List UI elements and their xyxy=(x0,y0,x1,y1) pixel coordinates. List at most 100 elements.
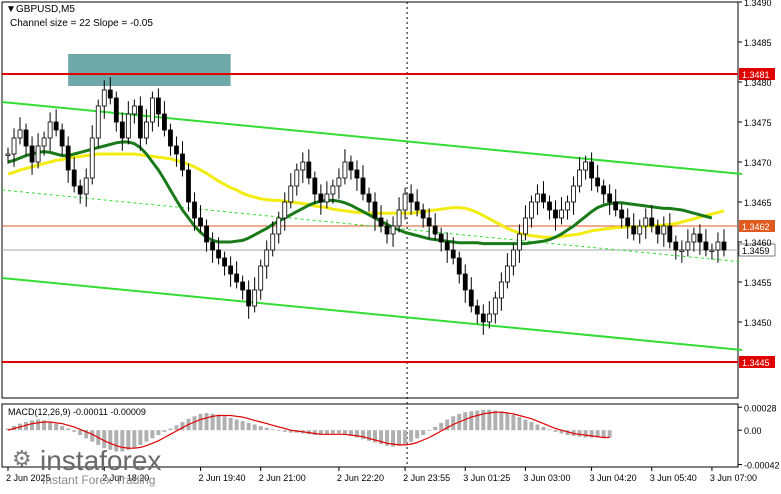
candle xyxy=(390,225,396,235)
macd-hist-bar xyxy=(288,430,293,433)
candle xyxy=(174,145,179,155)
candle xyxy=(294,169,300,187)
candle xyxy=(565,201,570,211)
candle xyxy=(324,193,330,203)
macd-hist-bar xyxy=(234,419,239,431)
macd-hist-bar xyxy=(511,414,516,431)
macd-hist-bar xyxy=(397,430,402,446)
candle xyxy=(661,225,667,235)
candle xyxy=(240,281,246,291)
candle xyxy=(402,193,408,211)
macd-hist-bar xyxy=(505,413,510,431)
macd-tick-label: 0.00 xyxy=(744,426,762,436)
macd-hist-bar xyxy=(373,430,378,443)
macd-hist-bar xyxy=(481,409,486,431)
macd-hist-bar xyxy=(240,421,245,431)
candle xyxy=(149,97,155,123)
candle xyxy=(366,193,372,203)
candle xyxy=(318,193,324,203)
candle xyxy=(601,185,607,195)
candle xyxy=(29,145,35,163)
candle xyxy=(216,249,221,259)
candle xyxy=(77,185,83,195)
candle xyxy=(137,105,143,139)
candle xyxy=(553,209,558,219)
candle xyxy=(300,161,306,171)
macd-frame xyxy=(1,403,739,468)
macd-tick-label: 0.00028 xyxy=(744,403,777,413)
macd-hist-bar xyxy=(60,426,65,431)
candle xyxy=(23,129,29,147)
candle xyxy=(234,273,240,283)
candle xyxy=(348,161,354,171)
candle xyxy=(264,249,270,267)
macd-hist-bar xyxy=(108,430,113,450)
dropdown-icon[interactable]: ▼ xyxy=(6,4,16,15)
macd-hist-bar xyxy=(487,409,492,431)
y-axis: 1.3490 1.3485 1.3480 1.3475 1.3470 1.3465 1.34… xyxy=(738,0,772,328)
x-tick-label: 3 Jun 05:40 xyxy=(650,473,697,483)
candle xyxy=(498,281,504,299)
macd-hist-bar xyxy=(553,430,558,432)
x-tick-label: 3 Jun 07:00 xyxy=(710,473,757,483)
macd-hist-bar xyxy=(595,430,600,438)
candle xyxy=(354,169,360,179)
macd-hist-bar xyxy=(126,430,131,450)
x-tick-label: 3 Jun 04:20 xyxy=(590,473,637,483)
macd-hist-bar xyxy=(120,430,125,452)
x-tick-label: 3 Jun 01:25 xyxy=(463,473,510,483)
candle xyxy=(41,137,47,147)
x-tick-label: 2 Jun 23:55 xyxy=(403,473,450,483)
macd-hist-bar xyxy=(216,414,221,431)
y-tick-label: 1.3480 xyxy=(744,78,772,88)
y-tick-label: 1.3475 xyxy=(744,118,772,128)
macd-hist-bar xyxy=(348,430,353,436)
candles xyxy=(5,77,727,335)
candle xyxy=(649,217,655,227)
price-line-label: 1.3445 xyxy=(742,358,770,368)
macd-hist-bar xyxy=(415,430,420,439)
candle xyxy=(547,201,552,211)
candle xyxy=(125,113,131,139)
candle xyxy=(673,241,679,251)
candle xyxy=(480,313,486,323)
price-line-tag xyxy=(739,220,775,232)
macd-hist-bar xyxy=(336,430,341,434)
candle xyxy=(336,177,342,187)
macd-hist-bar xyxy=(523,419,528,431)
candle xyxy=(709,249,715,252)
candle xyxy=(360,177,366,195)
candle xyxy=(372,201,378,219)
macd-panel: MACD(12,26,9) -0.00011 -0.00009 0.00028 0.… xyxy=(1,403,780,471)
candle xyxy=(282,201,288,219)
candle xyxy=(450,249,456,259)
macd-hist-bar xyxy=(84,430,89,439)
price-line-label: 1.3462 xyxy=(742,222,770,232)
candle xyxy=(685,241,691,251)
macd-hist-bar xyxy=(318,430,323,436)
candle xyxy=(697,233,703,243)
watermark-brand: instaforex xyxy=(40,445,161,476)
macd-hist-bar xyxy=(379,430,384,445)
x-tick-label: 2 Jun 22:20 xyxy=(337,473,384,483)
y-tick-label: 1.3450 xyxy=(744,318,772,328)
candle xyxy=(595,177,601,187)
candle xyxy=(637,225,643,235)
x-axis: 2 Jun 2025 2 Jun 18:20 2 Jun 19:40 2 Jun 21… xyxy=(6,467,757,483)
candle xyxy=(5,153,11,156)
candle xyxy=(577,169,582,187)
macd-hist-bar xyxy=(409,430,414,442)
channel-upper xyxy=(1,101,743,175)
macd-hist-bar xyxy=(66,428,71,431)
macd-hist-bar xyxy=(547,429,552,431)
candle xyxy=(65,145,71,171)
macd-hist-bar xyxy=(433,426,438,431)
candle xyxy=(607,193,613,203)
macd-hist-bar xyxy=(451,416,456,431)
macd-hist-bar xyxy=(192,416,197,431)
candle xyxy=(204,225,209,243)
macd-hist-bar xyxy=(541,426,546,431)
candle xyxy=(462,273,468,291)
candle xyxy=(306,161,312,179)
macd-hist-bar xyxy=(138,430,143,445)
